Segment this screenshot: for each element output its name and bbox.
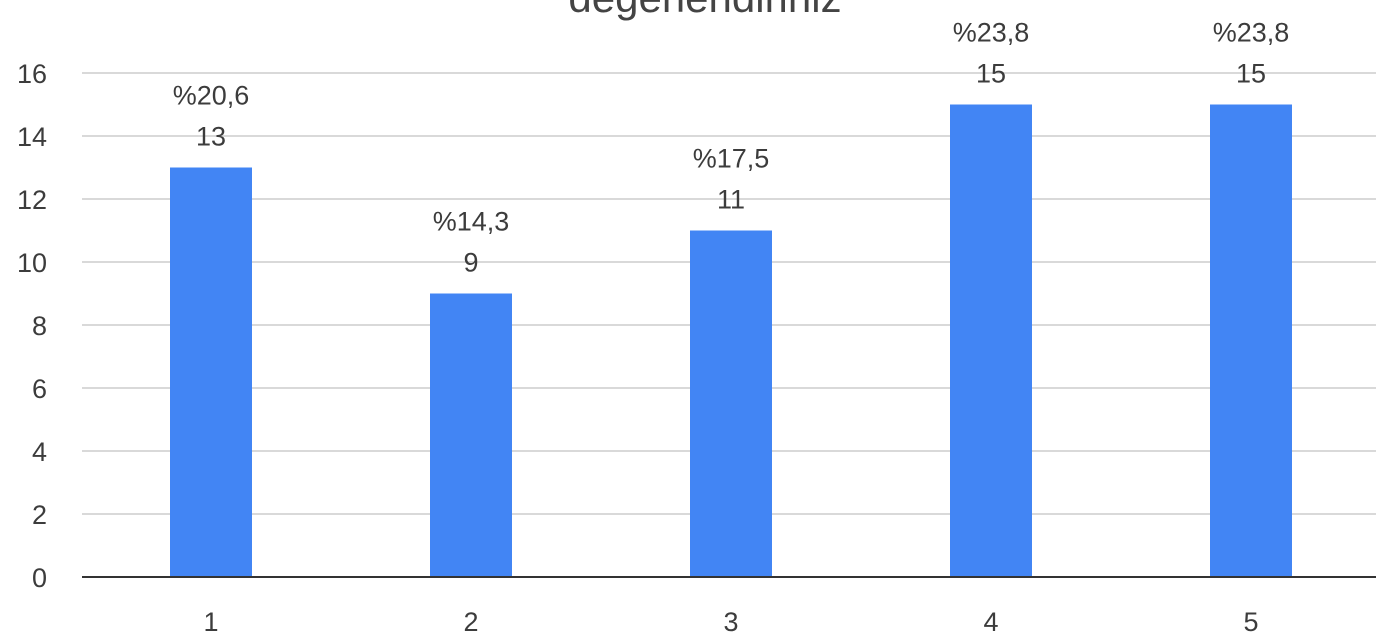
value-label: 11	[717, 185, 745, 215]
bar-2	[430, 293, 512, 577]
y-tick-label: 12	[17, 185, 47, 215]
percent-label: %20,6	[173, 81, 250, 111]
y-tick-label: 4	[32, 437, 47, 467]
bar-3	[690, 230, 772, 577]
x-tick-label: 4	[983, 607, 998, 637]
percent-label: %23,8	[953, 18, 1030, 48]
x-tick-label: 5	[1243, 607, 1258, 637]
value-label: 13	[196, 122, 226, 152]
y-tick-label: 0	[32, 563, 47, 593]
x-axis-ticks: 1 2 3 4 5	[203, 607, 1258, 637]
percent-label: %14,3	[433, 207, 510, 237]
chart-title: değerlendiriniz	[568, 0, 841, 21]
value-label: 9	[463, 248, 478, 278]
x-tick-label: 2	[463, 607, 478, 637]
x-tick-label: 3	[723, 607, 738, 637]
y-axis-ticks: 0 2 4 6 8 10 12 14 16	[17, 59, 47, 593]
value-label: 15	[976, 59, 1006, 89]
y-tick-label: 14	[17, 122, 47, 152]
x-tick-label: 1	[203, 607, 218, 637]
y-tick-label: 16	[17, 59, 47, 89]
bar-5	[1210, 104, 1292, 577]
percent-label: %23,8	[1213, 18, 1290, 48]
y-tick-label: 10	[17, 248, 47, 278]
y-tick-label: 6	[32, 374, 47, 404]
bar-1	[170, 167, 252, 577]
bars	[170, 104, 1292, 577]
y-tick-label: 2	[32, 500, 47, 530]
bar-4	[950, 104, 1032, 577]
value-label: 15	[1236, 59, 1266, 89]
percent-label: %17,5	[693, 144, 770, 174]
data-labels: 13 %20,6 9 %14,3 11 %17,5 15 %23,8 15 %23,8	[173, 18, 1290, 278]
y-tick-label: 8	[32, 311, 47, 341]
